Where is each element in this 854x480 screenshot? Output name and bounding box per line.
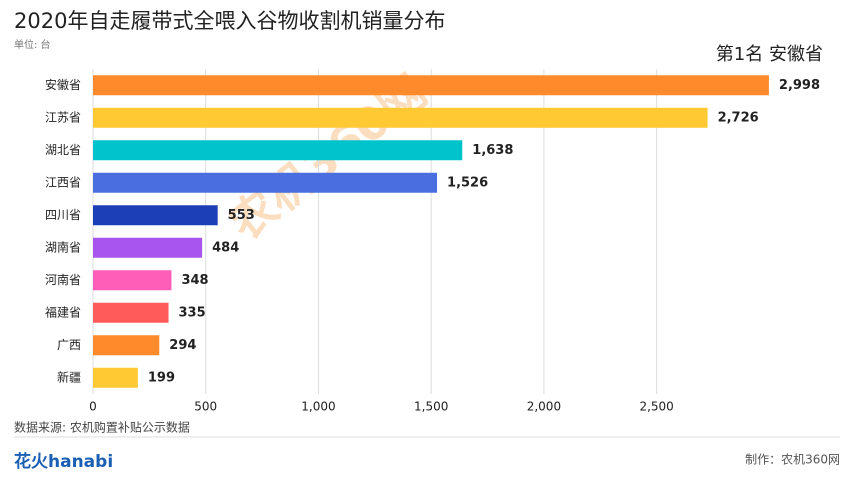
y-tick-label: 四川省	[45, 208, 81, 222]
value-label: 1,526	[447, 175, 488, 190]
value-label: 348	[181, 273, 208, 288]
bar	[93, 75, 769, 96]
bar	[93, 172, 438, 193]
x-tick-label: 2,000	[527, 400, 561, 414]
value-label: 335	[179, 305, 206, 320]
source-note: 数据来源: 农机购置补贴公示数据	[14, 420, 190, 435]
unit-label: 单位: 台	[14, 38, 51, 51]
value-label: 2,726	[718, 110, 759, 125]
x-tick-label: 0	[89, 400, 97, 414]
x-tick-label: 2,500	[639, 400, 673, 414]
value-label: 484	[212, 240, 239, 255]
value-label: 553	[228, 208, 255, 223]
value-label: 2,998	[779, 78, 820, 93]
bar	[93, 302, 169, 323]
value-label: 1,638	[472, 143, 513, 158]
y-tick-label: 福建省	[45, 304, 81, 319]
y-tick-label: 新疆	[57, 369, 81, 384]
chart-title: 2020年自走履带式全喂入谷物收割机销量分布	[14, 9, 445, 33]
bar	[93, 367, 138, 388]
y-tick-label: 安徽省	[45, 77, 81, 92]
y-tick-label: 湖南省	[45, 239, 81, 254]
y-tick-label: 河南省	[45, 272, 81, 287]
x-tick-label: 1,000	[301, 400, 335, 414]
bar	[93, 237, 203, 258]
value-label: 294	[169, 338, 196, 353]
bar	[93, 270, 172, 291]
bar	[93, 335, 160, 356]
bar	[93, 205, 218, 226]
logo: 花火hanabi	[14, 451, 113, 472]
x-tick-label: 1,500	[414, 400, 448, 414]
bar	[93, 107, 708, 128]
y-tick-label: 江苏省	[45, 110, 81, 124]
y-tick-label: 湖北省	[45, 142, 81, 157]
y-tick-label: 广西	[57, 338, 81, 352]
leader-annotation: 第1名 安徽省	[716, 44, 823, 65]
credit: 制作：农机360网	[745, 453, 840, 467]
x-tick-label: 500	[194, 400, 217, 414]
value-label: 199	[148, 370, 175, 385]
y-tick-label: 江西省	[45, 175, 81, 189]
bar	[93, 140, 463, 161]
